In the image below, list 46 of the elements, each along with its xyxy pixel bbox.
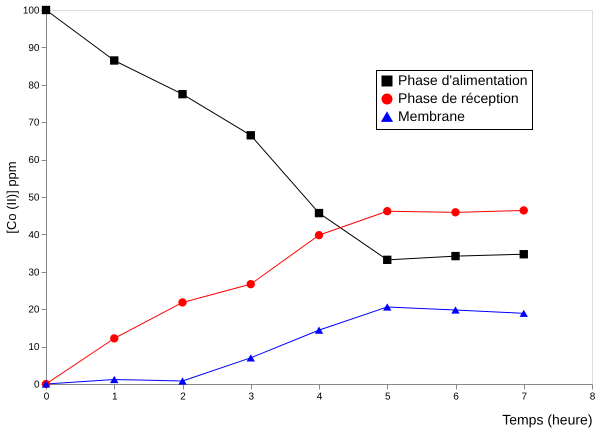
y-tick-label: 60 <box>28 155 40 166</box>
x-tick-label: 3 <box>248 392 254 402</box>
x-tick-label: 4 <box>316 392 323 402</box>
x-tick-label: 8 <box>590 392 596 402</box>
x-tick-label: 1 <box>112 392 118 402</box>
point <box>383 207 392 216</box>
y-tick-label: 50 <box>28 192 40 204</box>
point <box>246 280 255 288</box>
y-tick-label: 20 <box>28 304 40 316</box>
point <box>178 90 187 98</box>
point <box>178 298 187 307</box>
point <box>383 303 392 311</box>
y-tick-label: 80 <box>28 80 40 92</box>
point <box>314 208 324 218</box>
y-axis-title: [Co (II)] ppm <box>4 161 19 234</box>
legend-label: Membrane <box>398 108 466 124</box>
x-axis-title: Temps (heure) <box>502 412 592 428</box>
point <box>520 310 528 317</box>
x-tick-label: 2 <box>180 392 186 402</box>
point <box>178 377 187 385</box>
y-tick-label: 0 <box>34 380 40 390</box>
y-tick-label: 10 <box>28 342 40 354</box>
point <box>451 306 460 314</box>
legend-label: Phase de réception <box>398 90 519 106</box>
point <box>520 206 528 215</box>
y-tick-label: 100 <box>22 6 40 16</box>
point <box>110 334 118 343</box>
y-tick-label: 30 <box>28 267 40 278</box>
x-tick-label: 0 <box>44 392 50 402</box>
point <box>383 256 392 264</box>
point <box>451 208 460 217</box>
legend-label: Phase d'alimentation <box>398 72 528 88</box>
point <box>451 252 460 260</box>
x-tick-label: 6 <box>453 392 460 402</box>
point <box>110 56 118 65</box>
point <box>520 250 528 258</box>
x-tick-label: 5 <box>384 392 391 402</box>
y-tick-label: 90 <box>28 42 40 54</box>
point <box>314 326 324 334</box>
point <box>110 376 118 384</box>
y-tick-label: 40 <box>28 230 40 241</box>
point <box>246 354 255 362</box>
point <box>246 131 255 140</box>
x-tick-label: 7 <box>521 392 528 402</box>
point <box>314 230 324 240</box>
y-tick-label: 70 <box>28 118 40 129</box>
